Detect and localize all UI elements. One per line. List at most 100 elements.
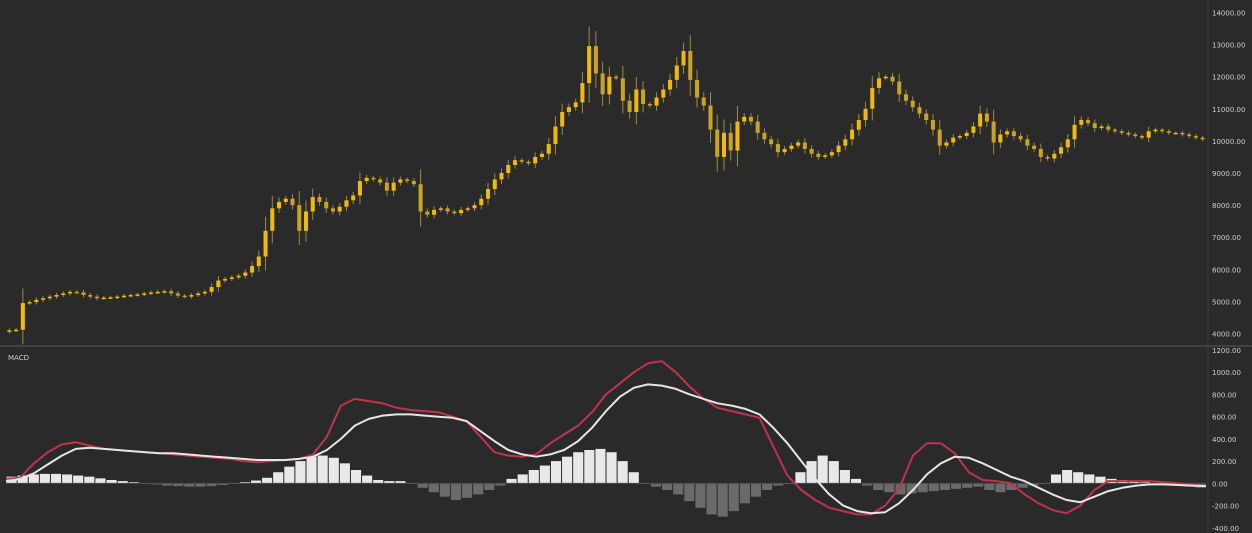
- candle-body: [539, 153, 544, 157]
- macd-histogram-bar: [239, 482, 250, 484]
- macd-histogram-bar: [973, 483, 984, 487]
- macd-histogram-bar: [362, 475, 373, 484]
- candle-body: [216, 280, 221, 288]
- macd-histogram-bar: [473, 483, 484, 495]
- candle-body: [54, 295, 59, 297]
- candle-body: [688, 50, 693, 80]
- candle-body: [984, 113, 989, 122]
- candle-body: [897, 81, 902, 95]
- candle-body: [769, 139, 774, 145]
- candle-body: [951, 137, 956, 143]
- candle-body: [391, 182, 396, 191]
- candle-body: [162, 291, 167, 293]
- macd-histogram-bar: [962, 483, 973, 488]
- candle-body: [755, 121, 760, 133]
- candle-body: [1011, 131, 1016, 137]
- candle-body: [499, 173, 504, 180]
- candle-body: [128, 295, 133, 297]
- candle-body: [903, 94, 909, 101]
- candle-body: [398, 179, 403, 183]
- candle-body: [1153, 129, 1158, 132]
- candle-body: [681, 50, 686, 66]
- candle-body: [789, 145, 794, 149]
- macd-histogram-bar: [984, 483, 995, 490]
- candle-body: [364, 177, 369, 182]
- macd-tick-label: 0.00: [1212, 480, 1228, 488]
- candle-body: [1092, 123, 1097, 129]
- macd-histogram-bar: [806, 461, 817, 484]
- macd-histogram-bar: [628, 472, 639, 484]
- macd-histogram-bar: [284, 466, 295, 484]
- macd-histogram-bar: [1050, 474, 1062, 484]
- macd-histogram-bar: [617, 461, 628, 484]
- macd-histogram-bar: [939, 483, 950, 490]
- macd-histogram-bar: [517, 474, 528, 484]
- candle-body: [843, 139, 848, 146]
- macd-histogram-bar: [295, 461, 306, 484]
- price-tick-label: 6000.00: [1212, 266, 1241, 274]
- macd-tick-label: 1200.00: [1212, 347, 1241, 355]
- candle-body: [917, 107, 922, 114]
- candle-body: [944, 142, 949, 146]
- macd-histogram-bar: [28, 474, 39, 484]
- candle-body: [189, 295, 194, 297]
- candle-body: [809, 148, 814, 154]
- macd-histogram-bar: [39, 473, 50, 484]
- macd-histogram-bar: [1128, 481, 1139, 484]
- macd-histogram-bar: [862, 483, 873, 486]
- candle-body: [337, 206, 342, 212]
- macd-histogram-bar: [250, 480, 262, 484]
- candle-body: [34, 299, 39, 303]
- candle-body: [850, 129, 855, 140]
- macd-histogram-bar: [1095, 476, 1106, 484]
- macd-histogram-bar: [195, 483, 206, 487]
- candle-body: [1119, 131, 1124, 133]
- candle-body: [310, 197, 315, 212]
- macd-histogram-bar: [328, 457, 339, 484]
- candle-body: [957, 136, 962, 138]
- macd-histogram-bar: [50, 473, 62, 484]
- macd-histogram-bar: [662, 483, 673, 490]
- candle-body: [836, 145, 841, 153]
- candle-body: [108, 297, 113, 299]
- candle-body: [256, 256, 261, 267]
- macd-histogram-bar: [817, 455, 828, 484]
- candle-body: [432, 209, 437, 215]
- candle-body: [600, 73, 605, 95]
- macd-tick-label: 1000.00: [1212, 369, 1241, 377]
- price-tick-label: 13000.00: [1212, 42, 1245, 50]
- candle-body: [708, 105, 713, 130]
- candle-body: [533, 156, 538, 164]
- macd-histogram-bar: [917, 483, 928, 493]
- candle-body: [721, 132, 726, 157]
- candle-body: [115, 296, 120, 299]
- macd-histogram-bar: [584, 450, 595, 484]
- candle-body: [910, 100, 915, 108]
- macd-histogram-bar: [484, 483, 495, 490]
- candle-body: [701, 97, 706, 106]
- macd-histogram-bar: [462, 483, 473, 498]
- candle-body: [620, 78, 625, 101]
- price-tick-label: 7000.00: [1212, 234, 1241, 242]
- macd-histogram-bar: [773, 483, 784, 486]
- price-tick-label: 14000.00: [1212, 9, 1245, 17]
- candle-body: [371, 177, 376, 180]
- candle-body: [1099, 126, 1104, 129]
- candle-body: [418, 184, 423, 212]
- candle-body: [1052, 153, 1057, 159]
- macd-histogram-bar: [173, 483, 184, 487]
- candle-body: [223, 278, 228, 281]
- macd-histogram-bar: [873, 483, 884, 490]
- candle-body: [775, 144, 780, 153]
- candle-body: [324, 201, 329, 209]
- candle-body: [519, 160, 524, 162]
- candle-body: [411, 181, 416, 185]
- macd-histogram-bar: [1084, 474, 1095, 484]
- candle-body: [1193, 136, 1198, 138]
- macd-histogram-bar: [206, 483, 217, 487]
- candle-body: [479, 198, 484, 206]
- candle-body: [924, 113, 929, 121]
- candle-body: [1146, 131, 1151, 138]
- macd-histogram-bar: [606, 452, 617, 484]
